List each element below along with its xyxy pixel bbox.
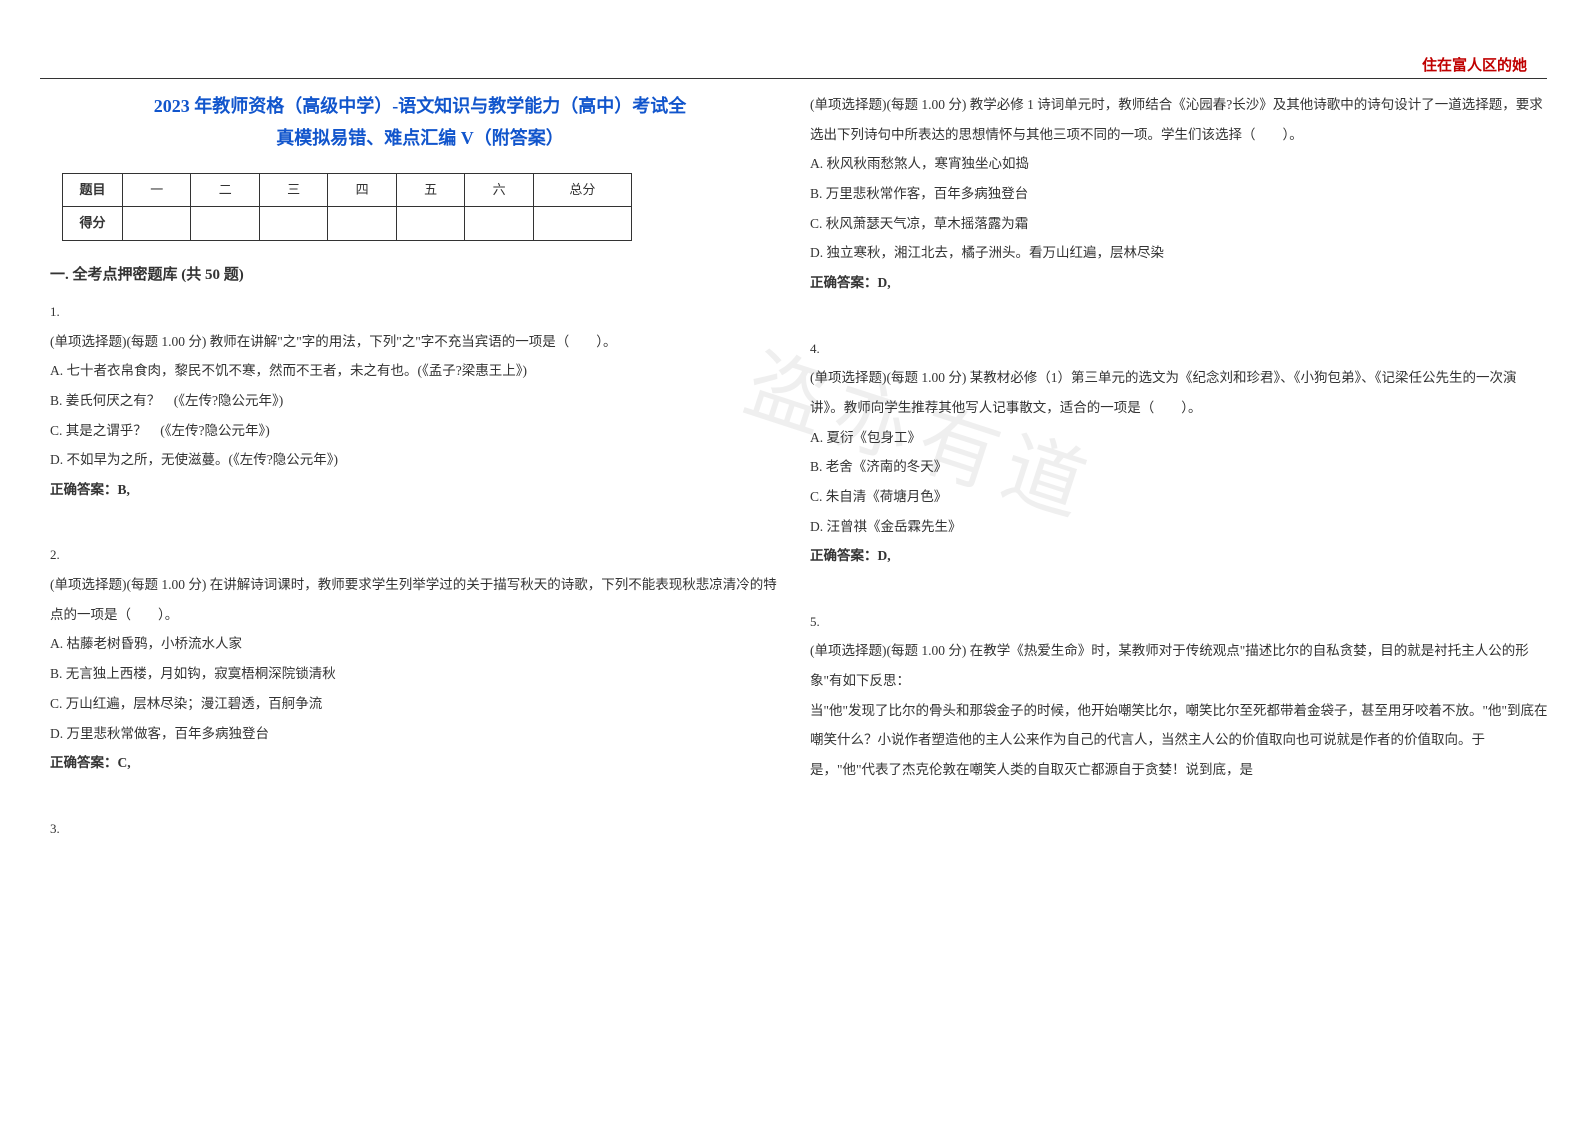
- title-line2: 真模拟易错、难点汇编 V（附答案）: [50, 122, 790, 154]
- option-c: C. 万山红遍，层林尽染；漫江碧透，百舸争流: [50, 689, 790, 719]
- table-cell: 得分: [63, 207, 123, 241]
- option-a: A. 秋风秋雨愁煞人，寒宵独坐心如捣: [810, 149, 1550, 179]
- table-cell: 一: [123, 173, 191, 207]
- table-cell: [465, 207, 533, 241]
- question-number: 3.: [50, 815, 790, 844]
- table-row: 得分: [63, 207, 632, 241]
- section-header: 一. 全考点押密题库 (共 50 题): [50, 259, 790, 292]
- answer: 正确答案：C,: [50, 748, 790, 778]
- table-cell: 二: [191, 173, 259, 207]
- option-a: A. 夏衍《包身工》: [810, 423, 1550, 453]
- option-c: C. 其是之谓乎？ (《左传?隐公元年》): [50, 416, 790, 446]
- question-text: (单项选择题)(每题 1.00 分) 教师在讲解"之"字的用法，下列"之"字不充…: [50, 327, 790, 357]
- question-text: (单项选择题)(每题 1.00 分) 在讲解诗词课时，教师要求学生列举学过的关于…: [50, 570, 790, 629]
- question-text: (单项选择题)(每题 1.00 分) 在教学《热爱生命》时，某教师对于传统观点"…: [810, 636, 1550, 695]
- option-c: C. 秋风萧瑟天气凉，草木摇落露为霜: [810, 209, 1550, 239]
- table-row: 题目 一 二 三 四 五 六 总分: [63, 173, 632, 207]
- question-text: (单项选择题)(每题 1.00 分) 某教材必修（1）第三单元的选文为《纪念刘和…: [810, 363, 1550, 422]
- answer: 正确答案：D,: [810, 541, 1550, 571]
- document-title: 2023 年教师资格（高级中学）-语文知识与教学能力（高中）考试全 真模拟易错、…: [50, 90, 790, 155]
- question-number: 1.: [50, 298, 790, 327]
- option-a: A. 七十者衣帛食肉，黎民不饥不寒，然而不王者，未之有也。(《孟子?梁惠王上》): [50, 356, 790, 386]
- table-cell: 总分: [533, 173, 631, 207]
- question-number: 4.: [810, 335, 1550, 364]
- question-number: 2.: [50, 541, 790, 570]
- header-divider: [40, 78, 1547, 79]
- table-cell: [533, 207, 631, 241]
- table-cell: [396, 207, 464, 241]
- table-cell: [259, 207, 327, 241]
- table-cell: [123, 207, 191, 241]
- option-b: B. 姜氏何厌之有？ (《左传?隐公元年》): [50, 386, 790, 416]
- answer: 正确答案：B,: [50, 475, 790, 505]
- left-column: 2023 年教师资格（高级中学）-语文知识与教学能力（高中）考试全 真模拟易错、…: [50, 90, 790, 843]
- question-paragraph: 当"他"发现了比尔的骨头和那袋金子的时候，他开始嘲笑比尔，嘲笑比尔至死都带着金袋…: [810, 696, 1550, 785]
- option-b: B. 老舍《济南的冬天》: [810, 452, 1550, 482]
- score-table: 题目 一 二 三 四 五 六 总分 得分: [62, 173, 632, 241]
- table-cell: [191, 207, 259, 241]
- table-cell: 题目: [63, 173, 123, 207]
- table-cell: 五: [396, 173, 464, 207]
- option-d: D. 不如早为之所，无使滋蔓。(《左传?隐公元年》): [50, 445, 790, 475]
- right-column: (单项选择题)(每题 1.00 分) 教学必修 1 诗词单元时，教师结合《沁园春…: [810, 90, 1550, 785]
- table-cell: 六: [465, 173, 533, 207]
- option-c: C. 朱自清《荷塘月色》: [810, 482, 1550, 512]
- option-b: B. 万里悲秋常作客，百年多病独登台: [810, 179, 1550, 209]
- answer: 正确答案：D,: [810, 268, 1550, 298]
- option-d: D. 万里悲秋常做客，百年多病独登台: [50, 719, 790, 749]
- table-cell: 三: [259, 173, 327, 207]
- question-text: (单项选择题)(每题 1.00 分) 教学必修 1 诗词单元时，教师结合《沁园春…: [810, 90, 1550, 149]
- option-d: D. 汪曾祺《金岳霖先生》: [810, 512, 1550, 542]
- option-a: A. 枯藤老树昏鸦，小桥流水人家: [50, 629, 790, 659]
- question-number: 5.: [810, 608, 1550, 637]
- table-cell: 四: [328, 173, 396, 207]
- option-b: B. 无言独上西楼，月如钩，寂寞梧桐深院锁清秋: [50, 659, 790, 689]
- option-d: D. 独立寒秋，湘江北去，橘子洲头。看万山红遍，层林尽染: [810, 238, 1550, 268]
- table-cell: [328, 207, 396, 241]
- title-line1: 2023 年教师资格（高级中学）-语文知识与教学能力（高中）考试全: [50, 90, 790, 122]
